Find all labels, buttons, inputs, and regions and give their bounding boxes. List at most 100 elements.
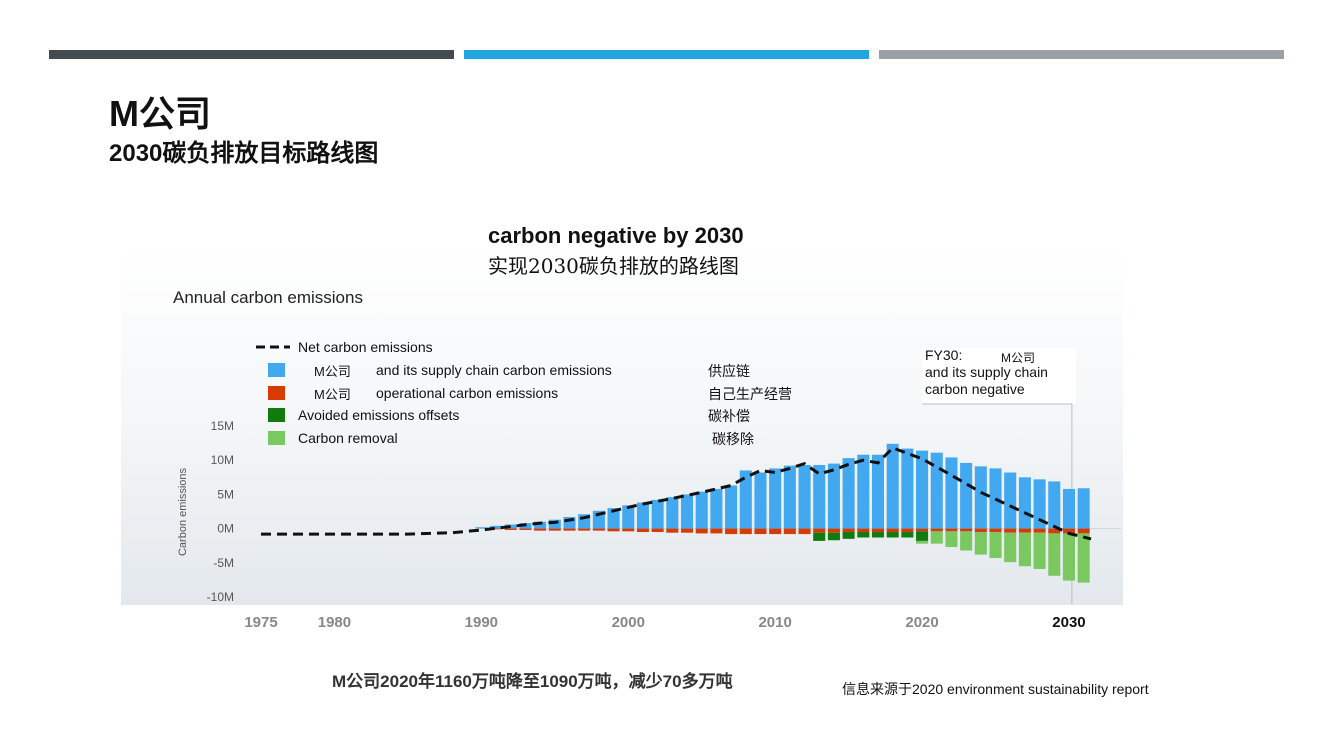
chart-subtitle: Annual carbon emissions bbox=[173, 288, 363, 307]
bar-operational-2013 bbox=[813, 528, 826, 533]
bar-operational-2018 bbox=[886, 528, 899, 533]
bar-operational-2025 bbox=[989, 528, 1002, 533]
bar-supply_chain-2023 bbox=[960, 462, 973, 529]
bar-removal-2026 bbox=[1004, 532, 1017, 563]
bar-supply_chain-2006 bbox=[710, 488, 723, 529]
x-tick-label: 2020 bbox=[905, 614, 938, 631]
bar-operational-2022 bbox=[945, 528, 958, 532]
bar-supply_chain-2028 bbox=[1033, 479, 1046, 529]
bar-operational-2001 bbox=[636, 528, 649, 533]
bar-removal-2023 bbox=[960, 531, 973, 551]
bar-operational-2012 bbox=[798, 528, 811, 535]
header-bar-gray bbox=[879, 50, 1284, 59]
bar-supply_chain-2016 bbox=[857, 454, 870, 529]
legend-company: M公司 bbox=[314, 387, 351, 402]
bar-avoided-2018 bbox=[886, 532, 899, 538]
legend-cn-note: 碳补偿 bbox=[708, 409, 750, 425]
footer-statistic: M公司2020年1160万吨降至1090万吨，减少70多万吨 bbox=[332, 672, 733, 691]
bar-operational-2002 bbox=[651, 528, 664, 533]
bar-operational-1994 bbox=[534, 528, 547, 531]
bar-supply_chain-2001 bbox=[636, 502, 649, 529]
bar-supply_chain-2019 bbox=[901, 448, 914, 529]
bar-supply_chain-2007 bbox=[725, 485, 738, 529]
bar-removal-2021 bbox=[930, 531, 943, 544]
bar-supply_chain-2002 bbox=[651, 499, 664, 529]
bar-operational-2011 bbox=[783, 528, 796, 535]
bar-operational-2021 bbox=[930, 528, 943, 532]
bar-operational-2020 bbox=[916, 528, 929, 532]
bar-supply_chain-1999 bbox=[607, 508, 620, 529]
x-tick-label: 1975 bbox=[244, 614, 277, 631]
legend-label: and its supply chain carbon emissions bbox=[376, 362, 612, 378]
page-title: M公司 bbox=[109, 93, 211, 134]
annotation-line-1: FY30: bbox=[925, 347, 962, 363]
x-axis-ticks: 1975 1980 1990 2000 2010 2020 2030 bbox=[244, 614, 1085, 631]
bar-supply_chain-1996 bbox=[563, 516, 576, 529]
bar-operational-2009 bbox=[754, 528, 767, 535]
chart-title-cn: 实现2030碳负排放的路线图 bbox=[488, 254, 739, 278]
bar-operational-1997 bbox=[578, 528, 591, 531]
bar-operational-2004 bbox=[680, 528, 694, 533]
bar-operational-2000 bbox=[622, 528, 635, 532]
y-axis-label: Carbon emissions bbox=[177, 467, 189, 556]
bar-supply_chain-2029 bbox=[1048, 481, 1061, 529]
bar-avoided-2014 bbox=[827, 532, 840, 541]
annotation-company: M公司 bbox=[1001, 351, 1035, 365]
header-bar-blue bbox=[464, 50, 869, 59]
bar-operational-1992 bbox=[504, 528, 517, 530]
bar-supply_chain-1992 bbox=[504, 524, 517, 529]
bar-supply_chain-1995 bbox=[548, 519, 561, 529]
bar-operational-2003 bbox=[666, 528, 679, 533]
bar-avoided-2016 bbox=[857, 532, 870, 538]
bar-operational-1995 bbox=[548, 528, 561, 531]
chart-title: carbon negative by 2030 bbox=[488, 223, 744, 248]
bar-supply_chain-2021 bbox=[930, 452, 943, 529]
bar-removal-2022 bbox=[945, 531, 958, 548]
legend-swatch bbox=[268, 386, 285, 400]
y-tick-label: 15M bbox=[211, 419, 234, 433]
bar-removal-2030 bbox=[1062, 533, 1075, 581]
bar-removal-2024 bbox=[974, 532, 987, 555]
chart-legend: Net carbon emissions M公司 and its supply ch… bbox=[256, 339, 792, 448]
bar-supply_chain-2000 bbox=[622, 505, 635, 529]
bar-supply_chain-2011 bbox=[783, 465, 796, 529]
y-tick-label: -10M bbox=[207, 590, 234, 604]
annotation-line-3: carbon negative bbox=[925, 381, 1025, 397]
bar-supply_chain-2014 bbox=[827, 463, 840, 529]
bar-operational-2014 bbox=[827, 528, 840, 533]
bar-supply_chain-2031 bbox=[1077, 488, 1090, 529]
x-tick-label: 1980 bbox=[318, 614, 351, 631]
bar-operational-2024 bbox=[974, 528, 987, 533]
bar-avoided-2019 bbox=[901, 532, 914, 538]
bar-supply_chain-2026 bbox=[1004, 472, 1017, 529]
legend-cn-note: 自己生产经营 bbox=[708, 387, 792, 403]
annotation-line-2: and its supply chain bbox=[925, 364, 1048, 380]
bar-operational-1998 bbox=[592, 528, 605, 531]
bar-operational-1991 bbox=[490, 528, 503, 530]
header-bar-dark bbox=[49, 50, 454, 59]
bar-operational-1993 bbox=[519, 528, 532, 530]
bar-operational-2010 bbox=[769, 528, 782, 535]
bar-supply_chain-2030 bbox=[1062, 488, 1075, 529]
bar-avoided-2015 bbox=[842, 532, 855, 539]
legend-label: Carbon removal bbox=[298, 430, 398, 446]
legend-swatch bbox=[268, 363, 285, 377]
bar-removal-2031 bbox=[1077, 533, 1090, 583]
bar-supply_chain-2012 bbox=[798, 464, 811, 529]
bar-operational-2016 bbox=[857, 528, 870, 533]
net-emissions-line bbox=[261, 446, 1092, 541]
y-tick-label: 10M bbox=[211, 453, 234, 467]
bar-supply_chain-2018 bbox=[886, 443, 899, 529]
bar-supply_chain-2027 bbox=[1018, 477, 1031, 529]
x-tick-label: 2010 bbox=[758, 614, 791, 631]
x-tick-label: 2000 bbox=[612, 614, 645, 631]
bar-supply_chain-2022 bbox=[945, 457, 958, 529]
bar-removal-2028 bbox=[1033, 532, 1046, 569]
bar-operational-2015 bbox=[842, 528, 855, 533]
bar-supply_chain-2020 bbox=[916, 450, 929, 529]
x-tick-label: 2030 bbox=[1052, 614, 1085, 631]
bar-avoided-2017 bbox=[871, 532, 885, 538]
legend-label: Net carbon emissions bbox=[298, 339, 433, 355]
bar-operational-2006 bbox=[710, 528, 723, 534]
bar-supply_chain-2015 bbox=[842, 458, 855, 529]
